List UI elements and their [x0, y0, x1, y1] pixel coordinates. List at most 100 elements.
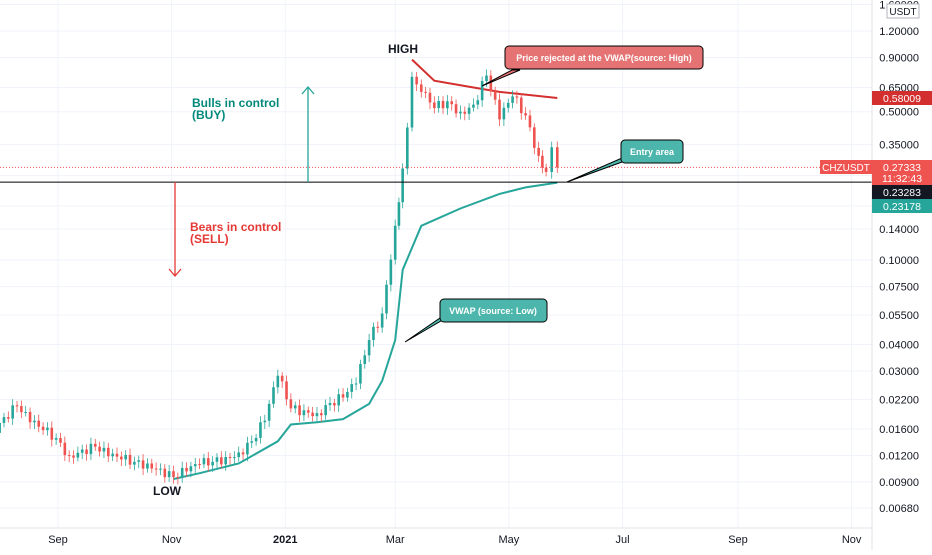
bulls-arrow-head — [301, 86, 315, 95]
candle-body — [428, 92, 432, 103]
bears-arrow-head — [168, 268, 182, 277]
candle-body — [33, 420, 36, 423]
last-price-tag — [872, 160, 932, 186]
currency-badge[interactable] — [886, 3, 920, 19]
callout-vwap-low-box[interactable] — [439, 298, 548, 323]
candle-body — [333, 403, 336, 406]
candle-body — [0, 422, 1, 433]
callout-entry-text: Entry area — [630, 147, 675, 157]
vwap-low-line — [173, 181, 558, 480]
y-tick-label: 0.35000 — [879, 140, 919, 152]
candle-body — [341, 394, 345, 398]
candle-body — [393, 225, 397, 260]
candle-body — [537, 147, 540, 156]
candle-body — [446, 101, 449, 109]
candle-body — [228, 457, 232, 459]
y-tick-label: 0.00680 — [879, 503, 919, 515]
candle-body — [354, 383, 358, 385]
candle-body — [385, 284, 388, 314]
candle-body — [211, 461, 214, 466]
candle-body — [102, 447, 106, 452]
candle-body — [250, 441, 254, 443]
y-tick-label: 0.01200 — [879, 450, 919, 462]
candle-body — [424, 91, 427, 93]
candle-body — [406, 127, 409, 169]
x-tick-label: Jul — [615, 534, 629, 546]
candle-body — [98, 446, 101, 452]
candle-body — [220, 457, 223, 465]
candle-body — [67, 455, 71, 457]
candle-body — [2, 417, 6, 423]
time-axis-ticks[interactable]: Sep Nov 2021 Mar May Jul Sep Nov — [48, 534, 862, 546]
candle-body — [124, 454, 127, 460]
candle-body — [76, 452, 80, 458]
x-tick-label: May — [498, 534, 519, 546]
candle-body — [459, 111, 462, 114]
candle-body — [410, 76, 414, 128]
vwap-low-price-tag — [872, 199, 932, 213]
candle-body — [206, 458, 210, 466]
candle-body — [189, 466, 193, 472]
candle-body — [311, 412, 314, 417]
candle-body — [515, 96, 519, 98]
y-tick-label: 0.07500 — [879, 282, 919, 294]
x-tick-label: Nov — [842, 534, 862, 546]
candle-body — [185, 467, 188, 472]
candle-body — [46, 427, 49, 431]
grid-lines — [0, 0, 872, 528]
candle-body — [280, 375, 284, 382]
candle-body — [41, 426, 45, 431]
candle-body — [89, 443, 93, 455]
candle-body — [276, 375, 280, 388]
y-tick-label: 1.20000 — [879, 26, 919, 38]
y-tick-label: 0.90000 — [879, 53, 919, 65]
candle-body — [107, 447, 110, 457]
candle-body — [115, 453, 119, 457]
bears-label-line2: (SELL) — [190, 232, 229, 246]
candle-body — [202, 458, 206, 465]
symbol-tag-text: CHZUSDT — [822, 163, 870, 174]
candle-body — [150, 463, 154, 469]
callout-vwap-high-box[interactable] — [504, 45, 704, 70]
x-tick-label: Mar — [386, 534, 405, 546]
x-tick-label: 2021 — [273, 534, 297, 546]
low-label: LOW — [153, 484, 182, 498]
candle-body — [302, 410, 306, 416]
callout-vwap-low-text: VWAP (source: Low) — [449, 306, 537, 316]
callout-entry-box[interactable] — [620, 139, 684, 164]
hline-price-text: 0.23283 — [883, 187, 921, 199]
y-tick-label: 0.03000 — [879, 366, 919, 378]
y-tick-label: 0.00900 — [879, 477, 919, 489]
candle-body — [441, 100, 445, 109]
candle-body — [20, 406, 23, 413]
candle-body — [267, 403, 271, 421]
candle-body — [7, 417, 10, 419]
candle-body — [241, 452, 245, 455]
candle-body — [450, 101, 454, 105]
candle-body — [519, 97, 523, 114]
candle-body — [289, 399, 293, 409]
candle-body — [315, 413, 319, 417]
candle-body — [28, 411, 32, 423]
candle-body — [555, 147, 559, 168]
candle-body — [246, 442, 249, 455]
candle-body — [346, 391, 349, 398]
candle-body — [263, 420, 267, 423]
candle-body — [401, 168, 404, 203]
candle-body — [415, 76, 418, 85]
y-tick-label: 0.10000 — [879, 255, 919, 267]
currency-badge-text: USDT — [889, 7, 916, 18]
candle-body — [544, 167, 548, 172]
candle-body — [480, 81, 484, 101]
candle-body — [306, 410, 310, 413]
candle-body — [111, 453, 114, 457]
x-tick-label: Sep — [728, 534, 748, 546]
candle-body — [485, 75, 488, 82]
candle-body — [397, 202, 401, 226]
candle-body — [533, 127, 536, 148]
last-price-text: 0.27333 — [883, 162, 921, 174]
candle-body — [154, 468, 158, 470]
